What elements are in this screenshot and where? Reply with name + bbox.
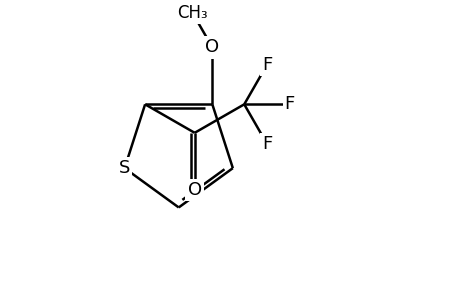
Text: O: O: [205, 38, 219, 56]
Text: F: F: [284, 95, 294, 113]
Text: S: S: [119, 159, 130, 177]
Text: O: O: [187, 181, 202, 199]
Text: F: F: [261, 135, 272, 153]
Text: CH₃: CH₃: [177, 4, 207, 22]
Text: F: F: [261, 56, 272, 74]
